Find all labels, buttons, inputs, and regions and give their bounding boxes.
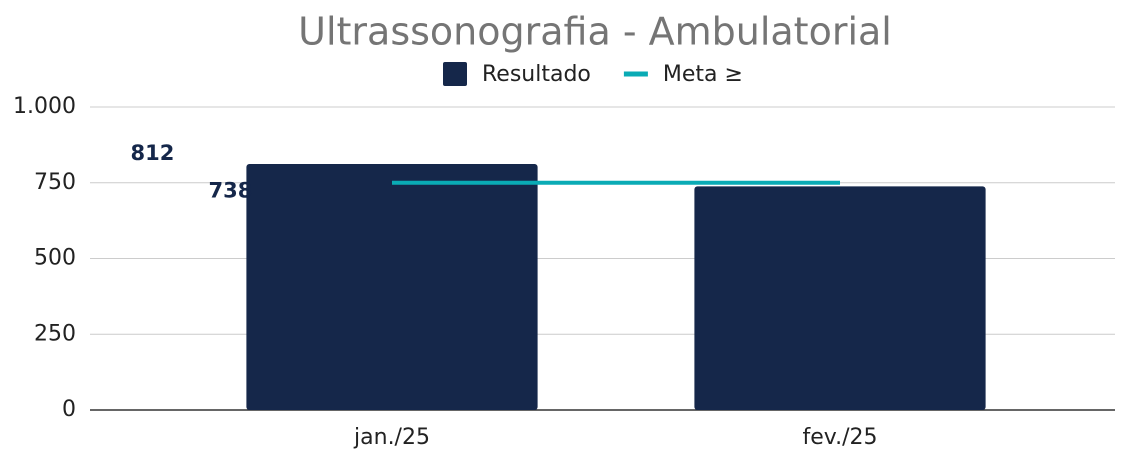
data-label: 738 [209,178,253,202]
y-tick-label: 750 [34,170,76,195]
legend-swatch [443,62,467,86]
bar [694,186,986,410]
bar [246,163,538,410]
y-tick-label: 1.000 [13,94,76,119]
legend-label: Meta ≥ [663,62,743,87]
chart-title: Ultrassonografia - Ambulatorial [298,10,892,54]
x-tick-label: fev./25 [803,425,878,450]
legend-label: Resultado [482,62,591,87]
y-tick-label: 0 [62,397,76,422]
y-tick-label: 500 [34,246,76,271]
data-label: 812 [131,141,175,165]
y-tick-label: 250 [34,321,76,346]
x-tick-label: jan./25 [353,425,430,450]
